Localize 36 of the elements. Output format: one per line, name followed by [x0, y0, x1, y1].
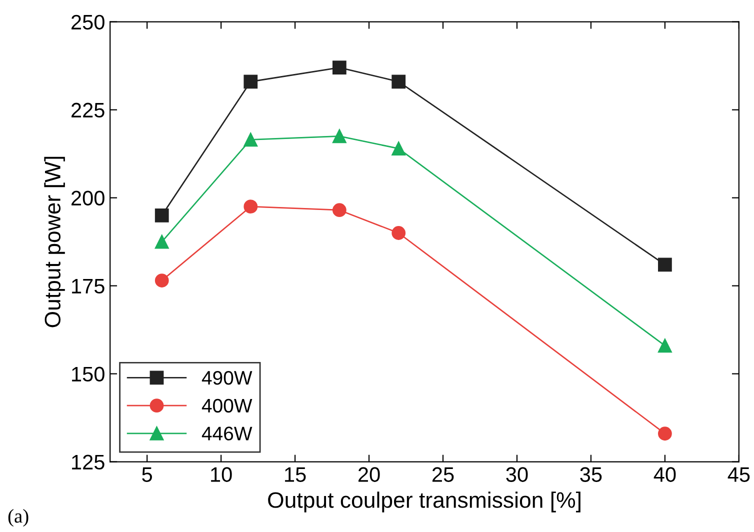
point: [154, 234, 169, 249]
legend-label: 490W: [202, 370, 252, 385]
y-tick-label: 200: [72, 190, 104, 206]
y-tick-label: 150: [72, 366, 104, 382]
x-axis-title: Output coulper transmission [%]: [268, 492, 580, 512]
point: [392, 226, 406, 240]
x-tick-label: 45: [728, 467, 750, 482]
point: [244, 132, 258, 147]
point: [244, 74, 258, 89]
point: [392, 74, 406, 89]
x-tick-label: 35: [580, 467, 602, 482]
y-tick-label: 225: [72, 102, 104, 118]
x-tick-label: 30: [506, 467, 528, 482]
point: [658, 258, 672, 272]
point: [332, 129, 346, 144]
point: [658, 426, 672, 441]
point: [658, 338, 672, 353]
x-tick-label: 20: [358, 467, 380, 482]
point: [332, 60, 346, 75]
y-tick-label: 175: [72, 279, 104, 294]
x-tick-label: 25: [432, 467, 454, 482]
x-tick-label: 10: [211, 467, 232, 482]
point: [154, 274, 169, 288]
y-tick-label: 250: [72, 14, 104, 30]
point: [244, 200, 258, 214]
point: [154, 208, 169, 222]
legend-label: 446W: [202, 426, 252, 440]
x-tick-label: 40: [654, 467, 676, 482]
point: [332, 203, 346, 218]
x-tick-label: 5: [142, 467, 152, 482]
text: (a): [8, 509, 28, 527]
y-axis-title: Output power [W]: [44, 156, 65, 328]
legend-label: 400W: [202, 398, 252, 413]
point: [392, 142, 406, 156]
y-tick-label: 125: [72, 454, 104, 470]
x-tick-label: 15: [285, 467, 306, 482]
